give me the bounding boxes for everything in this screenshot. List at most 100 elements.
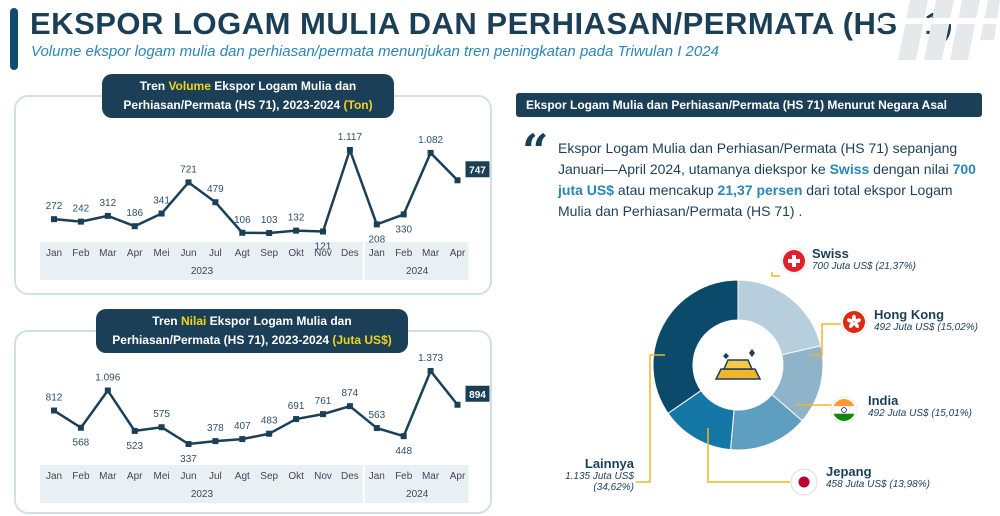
x-tick-label: Sep — [260, 248, 278, 259]
data-label: 874 — [342, 388, 359, 399]
axis-band-2023 — [40, 465, 363, 503]
page-subtitle: Volume ekspor logam mulia dan perhiasan/… — [31, 43, 719, 60]
gold-bars-icon — [714, 349, 762, 380]
data-label: 103 — [261, 215, 278, 226]
data-point — [373, 425, 380, 432]
data-point — [346, 403, 353, 410]
data-label: 1.096 — [95, 373, 120, 384]
x-tick-label: Jan — [369, 471, 385, 482]
data-label: 341 — [153, 196, 170, 207]
data-point — [427, 149, 434, 156]
x-tick-label: Feb — [395, 248, 413, 259]
data-label: 479 — [207, 184, 224, 195]
data-point — [454, 177, 461, 184]
x-tick-label: Mei — [154, 471, 170, 482]
data-point — [104, 212, 111, 219]
data-point — [266, 230, 273, 236]
x-tick-label: Okt — [288, 471, 304, 482]
data-label: 568 — [73, 438, 90, 449]
x-tick-label: Sep — [260, 471, 278, 482]
data-point — [185, 441, 192, 447]
india-flag-icon — [830, 396, 858, 424]
label-jepang: Jepang 458 Juta US$ (13,98%) — [826, 464, 930, 490]
volume-chart-title: Tren Volume Ekspor Logam Mulia dan Perhi… — [102, 74, 394, 118]
x-tick-label: Jun — [180, 471, 196, 482]
x-tick-label: Feb — [72, 471, 90, 482]
data-point — [454, 401, 461, 408]
data-label: 407 — [234, 421, 251, 432]
label-swiss: Swiss 700 Juta US$ (21,37%) — [812, 246, 916, 272]
data-label: 337 — [180, 454, 197, 465]
x-tick-label: Mar — [422, 248, 440, 259]
data-label: 208 — [368, 234, 385, 245]
axis-band-2024 — [364, 242, 469, 280]
data-point — [320, 411, 326, 418]
value-chart-title: Tren Nilai Ekspor Logam Mulia dan Perhia… — [96, 309, 408, 353]
year-label-2023: 2023 — [191, 489, 214, 500]
data-label: 106 — [234, 215, 251, 226]
data-point — [131, 223, 138, 230]
data-point — [320, 228, 326, 235]
series-line — [53, 369, 459, 446]
x-tick-label: Jul — [209, 471, 222, 482]
x-tick-label: Jul — [209, 248, 222, 259]
x-tick-label: Apr — [127, 248, 143, 259]
data-label: 812 — [46, 393, 63, 404]
x-tick-label: Des — [341, 471, 359, 482]
x-tick-label: Des — [341, 248, 359, 259]
data-point — [77, 424, 84, 431]
data-point — [51, 407, 57, 414]
data-point — [239, 436, 246, 443]
japan-flag-icon — [790, 468, 818, 496]
country-donut-chart — [652, 279, 824, 451]
data-label: 312 — [99, 198, 116, 209]
year-label-2024: 2024 — [406, 266, 429, 277]
x-tick-label: Mar — [99, 471, 117, 482]
data-point — [239, 229, 246, 236]
x-tick-label: Jan — [46, 248, 62, 259]
data-point — [400, 211, 407, 218]
logo-stripes — [880, 0, 1000, 60]
data-label: 483 — [261, 416, 278, 427]
data-point — [427, 368, 434, 374]
data-label: 378 — [207, 423, 224, 434]
data-point — [77, 218, 84, 225]
x-tick-label: Jan — [369, 248, 385, 259]
data-label: 448 — [395, 446, 412, 457]
x-tick-label: Okt — [288, 248, 304, 259]
x-tick-label: Feb — [72, 248, 90, 259]
data-point — [293, 227, 300, 234]
data-point — [185, 179, 192, 186]
data-point — [158, 424, 165, 431]
x-tick-label: Agt — [235, 471, 250, 482]
x-tick-label: Jan — [46, 471, 62, 482]
data-label: 330 — [395, 224, 412, 235]
x-tick-label: Feb — [395, 471, 413, 482]
label-hongkong: Hong Kong 492 Juta US$ (15,02%) — [874, 307, 978, 333]
x-tick-label: Nov — [314, 248, 332, 259]
x-tick-label: Agt — [235, 248, 250, 259]
data-point — [131, 427, 138, 434]
data-point — [293, 416, 300, 423]
page-title: EKSPOR LOGAM MULIA DAN PERHIASAN/PERMATA… — [30, 6, 954, 41]
data-label: 1.373 — [418, 354, 443, 364]
data-label: 575 — [153, 409, 170, 420]
slice-lainnya — [652, 279, 739, 415]
swiss-flag-icon — [780, 247, 808, 275]
data-label: 1.082 — [418, 135, 443, 146]
description-text: Ekspor Logam Mulia dan Perhiasan/Permata… — [558, 140, 976, 219]
data-point — [158, 210, 165, 217]
label-india: India 492 Juta US$ (15,01%) — [868, 393, 972, 419]
year-label-2023: 2023 — [191, 266, 214, 277]
data-label: 747 — [469, 165, 486, 176]
volume-line-chart: 272 Jan 242 Feb 312 Mar 186 Apr 341 Mei 721 Jun 479 J… — [40, 132, 490, 280]
value-line-chart: 812 Jan 568 Feb 1.096 Mar 523 Apr 575 Mei 337 Jun 37… — [40, 354, 490, 503]
data-label-box — [465, 385, 490, 402]
data-label: 691 — [288, 401, 305, 412]
data-label: 563 — [368, 410, 385, 421]
x-tick-label: Jun — [180, 248, 196, 259]
data-point — [212, 199, 219, 206]
x-tick-label: Mar — [99, 248, 117, 259]
quote-icon: “ — [522, 124, 549, 178]
